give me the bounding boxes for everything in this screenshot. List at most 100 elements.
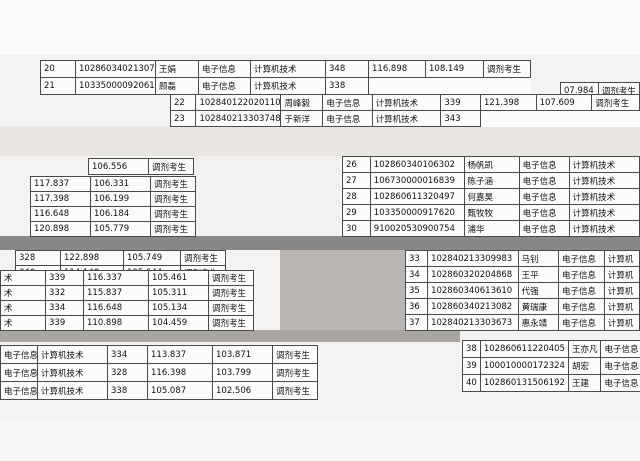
table-cell: 调剂考生	[208, 300, 254, 316]
table-cell: 调剂考生	[208, 315, 254, 331]
table-cell: 103350000920610	[75, 77, 156, 95]
table-cell: 102860340613610	[427, 282, 519, 299]
table-cell: 调剂考生	[483, 60, 531, 78]
table-cell: 343	[440, 110, 481, 127]
table-cell: 电子信息	[518, 172, 570, 189]
table-row: 21 103350000920610 顾磊 电子信息 计算机技术 338	[40, 77, 531, 95]
table-fragment: 26 102860340106302 杨帆凯 电子信息 计算机技术 27 106730000…	[342, 156, 640, 237]
table-cell: 计算机	[603, 266, 640, 283]
table-cell: 105.749	[123, 250, 181, 266]
table-cell: 348	[325, 60, 369, 78]
table-cell: 105.779	[90, 221, 151, 237]
table-row: 37 102840213303673 惠永靖 电子信息 计算机	[404, 314, 640, 331]
table-cell: 电子信息	[322, 110, 373, 127]
table-cell: 马钊	[517, 250, 559, 267]
table-cell: 电子信息	[600, 357, 640, 375]
table-cell: 328	[15, 250, 61, 266]
table-cell: 调剂考生	[591, 94, 640, 111]
table-cell: 106.331	[90, 176, 151, 192]
table-cell: 28	[342, 188, 371, 205]
table-cell: 调剂考生	[272, 363, 318, 382]
table-cell: 116.398	[147, 363, 213, 382]
table-cell: 电子信息	[518, 156, 570, 173]
table-cell: 338	[325, 77, 369, 95]
table-cell: 104.459	[148, 315, 209, 331]
table-cell: 33	[404, 250, 429, 267]
table-cell: 顾磊	[155, 77, 199, 95]
table-row: 39 100010000172324 胡宏 电子信息	[462, 357, 640, 375]
table-cell: 计算机技术	[371, 110, 442, 127]
table-cell: 计算机	[603, 282, 640, 299]
table-cell: 29	[342, 204, 371, 221]
table-row: 23 102840213303748 于新洋 电子信息 计算机技术 343	[169, 110, 640, 127]
table-cell: 电子信息	[0, 363, 38, 382]
table-cell: 26	[342, 156, 371, 173]
table-row: 116.648 106.184 调剂考生	[30, 206, 196, 222]
table-cell: 121.398	[480, 94, 537, 111]
table-cell: 23	[169, 110, 197, 127]
table-row: 328 122.898 105.749 调剂考生	[15, 250, 226, 266]
table-cell: 陈子涵	[463, 172, 520, 189]
table-row: 30 910020530900754 浦华 电子信息 计算机技术	[342, 220, 640, 237]
table-fragment: 20 102860340213079 王娟 电子信息 计算机技术 348 116.898 10…	[40, 60, 531, 95]
table-cell: 107.609	[535, 94, 593, 111]
noise-band	[0, 330, 460, 342]
table-cell: 102840213309983	[427, 250, 519, 267]
table-cell: 调剂考生	[150, 176, 196, 192]
table-cell: 910020530900754	[369, 220, 465, 237]
table-cell: 106.556	[88, 158, 149, 175]
table-cell: 105.134	[148, 300, 209, 316]
table-cell: 惠永靖	[517, 314, 559, 331]
noise-band	[0, 418, 640, 461]
table-cell: 调剂考生	[150, 206, 196, 222]
table-cell: 术	[0, 315, 46, 331]
table-cell: 21	[40, 77, 76, 95]
table-row: 术 339 116.337 105.461 调剂考生	[0, 270, 254, 286]
table-cell: 334	[45, 300, 84, 316]
table-cell: 浦华	[463, 220, 520, 237]
noise-band	[0, 0, 640, 55]
table-cell: 电子信息	[322, 94, 373, 111]
table-cell: 20	[40, 60, 76, 78]
table-row: 电子信息 计算机技术 328 116.398 103.799 调剂考生	[0, 363, 318, 382]
table-cell: 杨帆凯	[463, 156, 520, 173]
table-cell: 调剂考生	[150, 221, 196, 237]
table-cell: 115.837	[83, 285, 149, 301]
table-cell: 120.898	[30, 221, 91, 237]
table-cell: 电子信息	[600, 340, 640, 358]
table-cell: 38	[462, 340, 481, 358]
table-row: 36 102860340213082 黄瑞康 电子信息 计算机	[404, 298, 640, 315]
table-cell: 116.648	[83, 300, 149, 316]
table-fragment: 术 339 116.337 105.461 调剂考生术 332 115.837 105.311…	[0, 270, 254, 331]
table-cell: 计算机技术	[37, 363, 108, 382]
table-fragment: 22 102840122020110 周峰毅 电子信息 计算机技术 339 121.398 1…	[169, 94, 640, 127]
table-cell: 调剂考生	[180, 250, 226, 266]
table-cell: 王建	[567, 374, 602, 392]
table-cell: 计算机技术	[37, 381, 108, 400]
table-cell: 术	[0, 300, 46, 316]
table-cell: 105.311	[148, 285, 209, 301]
table-cell: 计算机技术	[250, 77, 326, 95]
table-cell: 电子信息	[198, 77, 251, 95]
noise-band	[0, 236, 640, 250]
table-cell: 于新洋	[280, 110, 324, 127]
table-cell: 36	[404, 298, 429, 315]
table-cell: 338	[107, 381, 148, 400]
table-cell: 102860340106302	[369, 156, 465, 173]
table-cell: 102840122020110	[195, 94, 282, 111]
table-cell: 电子信息	[557, 298, 605, 315]
table-row: 106.556 调剂考生	[88, 158, 194, 175]
table-cell: 调剂考生	[272, 381, 318, 400]
table-cell: 116.648	[30, 206, 91, 222]
noise-band	[0, 126, 640, 156]
table-cell: 黄瑞康	[517, 298, 559, 315]
table-cell: 102860340213079	[75, 60, 156, 78]
table-cell: 电子信息	[600, 374, 640, 392]
table-cell: 117.398	[30, 191, 91, 207]
table-cell: 339	[45, 315, 84, 331]
table-cell: 电子信息	[557, 314, 605, 331]
table-row: 20 102860340213079 王娟 电子信息 计算机技术 348 116.898 10…	[40, 60, 531, 78]
table-cell: 332	[45, 285, 84, 301]
table-cell: 计算机	[603, 314, 640, 331]
table-cell: 调剂考生	[208, 285, 254, 301]
